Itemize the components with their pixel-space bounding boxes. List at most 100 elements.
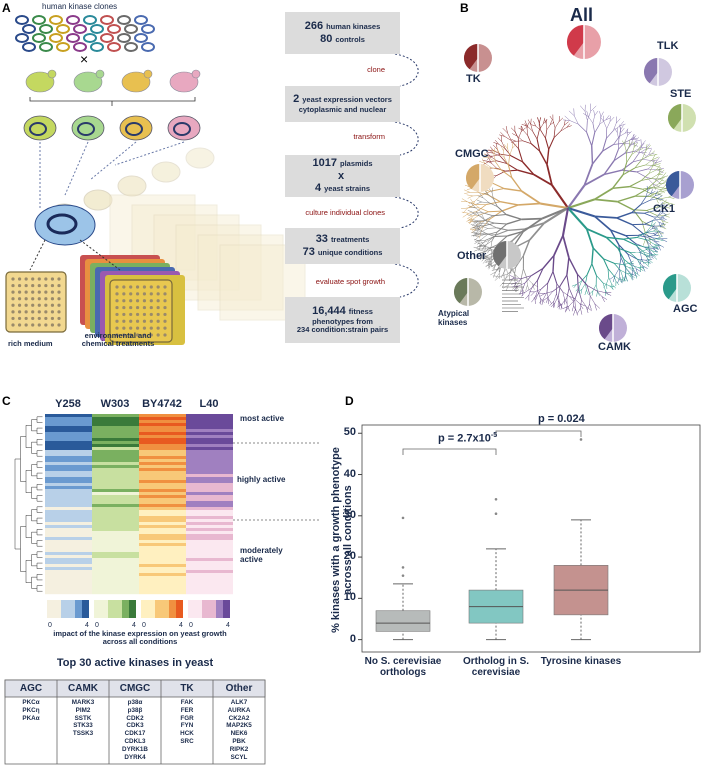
tree-branch [645, 193, 651, 198]
tree-branch [520, 286, 523, 292]
panel-label: B [460, 1, 469, 15]
colorbar-cell [68, 600, 75, 618]
tree-branch [546, 282, 549, 293]
tree-branch [655, 160, 662, 164]
tree-branch [521, 127, 526, 132]
action-label: evaluate spot growth [315, 277, 385, 286]
heat-stripe [139, 573, 186, 577]
tree-branch [634, 159, 643, 169]
tree-branch [493, 148, 495, 155]
plasmid [39, 42, 53, 52]
tree-branch [629, 186, 643, 190]
tree-branch [636, 171, 647, 178]
heat-stripe [139, 516, 186, 520]
tree-branch [620, 257, 626, 268]
tree-branch [485, 190, 489, 195]
plasmid [49, 15, 63, 25]
tree-branch [650, 154, 658, 156]
spot [129, 305, 133, 310]
tree-branch [477, 231, 482, 233]
tree-branch [660, 238, 668, 243]
tree-branch [628, 267, 635, 269]
tree-branch [494, 222, 507, 225]
tree-branch [565, 305, 568, 312]
spot [31, 290, 35, 294]
heat-stripe [45, 510, 92, 514]
heat-stripe [45, 579, 92, 583]
spot [156, 326, 160, 330]
tree-branch [606, 236, 624, 240]
arrow [29, 239, 46, 271]
table-item: PKCη [22, 706, 40, 714]
tree-branch [484, 215, 494, 221]
strain-label: L40 [199, 398, 219, 410]
spot [129, 326, 133, 330]
tree-branch [485, 240, 493, 246]
tree-branch [490, 271, 496, 276]
tree-branch [535, 125, 541, 131]
heat-stripe [186, 552, 233, 556]
tree-branch [631, 224, 643, 234]
tree-branch [476, 201, 482, 204]
heat-stripe [45, 468, 92, 472]
heat-stripe [92, 564, 139, 568]
tree-branch [539, 293, 546, 297]
tree-branch [467, 204, 476, 209]
tree-branch [653, 240, 658, 245]
heat-stripe [92, 549, 139, 553]
tree-branch [496, 227, 509, 231]
heat-stripe [186, 456, 233, 460]
tree-branch [558, 117, 564, 122]
tree-branch [490, 240, 493, 249]
tree-branch [632, 153, 640, 163]
tree-branch [646, 210, 657, 216]
tree-branch [586, 290, 589, 295]
spot [57, 310, 61, 314]
tree-branch [637, 259, 641, 266]
heat-stripe [186, 435, 233, 439]
plasmid [56, 24, 70, 34]
dendrogram [20, 526, 26, 572]
heat-stripe [45, 459, 92, 463]
heat-stripe [139, 441, 186, 445]
heat-stripe [45, 462, 92, 466]
heat-stripe [186, 582, 233, 586]
tree-branch [652, 237, 662, 240]
action-label: transform [353, 132, 385, 141]
tree-branch [484, 163, 492, 169]
panel-label: C [2, 394, 11, 408]
tree-branch [544, 119, 547, 124]
spot [44, 323, 48, 327]
tree-branch [522, 161, 535, 176]
tree-branch [526, 128, 528, 136]
heat-stripe [45, 522, 92, 526]
plasmid [83, 15, 97, 25]
tree-branch [646, 181, 656, 190]
table-item: PIM2 [75, 706, 91, 714]
tree-branch [481, 256, 486, 262]
tree-branch [657, 195, 663, 199]
pie-slice [463, 44, 478, 70]
tree-branch [496, 149, 501, 157]
heat-stripe [92, 531, 139, 535]
tree-branch [642, 232, 648, 243]
heat-stripe [186, 525, 233, 529]
tree-branch [472, 226, 476, 231]
annotation-text: p = 2.7x10 [438, 432, 491, 445]
spot [50, 290, 55, 294]
heat-stripe [139, 585, 186, 589]
step-number: 16,444 [312, 305, 346, 318]
tree-branch [521, 125, 524, 131]
spot [142, 299, 147, 303]
tree-branch [553, 302, 556, 309]
heat-stripe [186, 537, 233, 541]
tree-branch [629, 141, 634, 146]
tree-branch [491, 231, 498, 241]
colorbar-tick: 0 [95, 622, 99, 629]
tree-branch [629, 252, 638, 260]
tree-branch [659, 223, 665, 227]
spot [122, 312, 126, 317]
tree-branch [580, 289, 583, 295]
tree-branch [660, 238, 668, 240]
y-tick-label: 0 [349, 632, 356, 645]
